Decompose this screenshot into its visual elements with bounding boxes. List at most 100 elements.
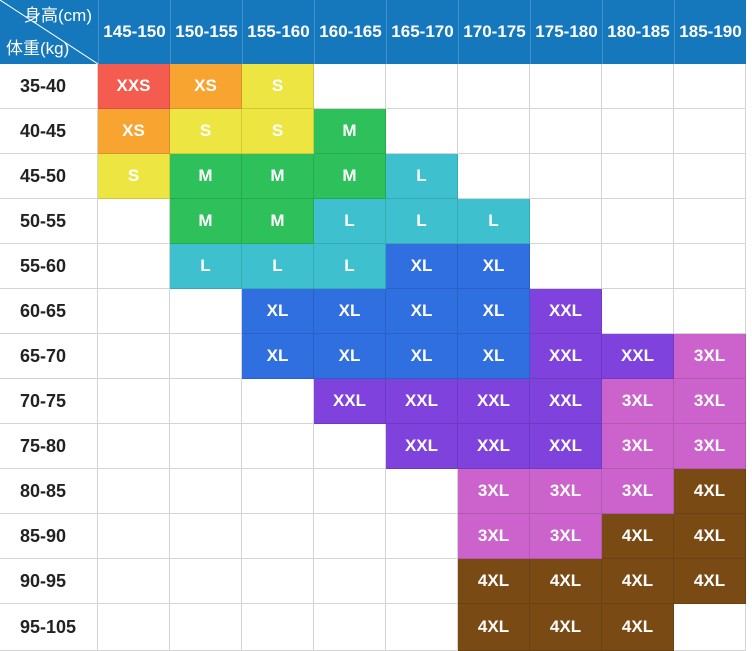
empty-cell: [602, 109, 674, 154]
size-cell: XL: [458, 244, 530, 289]
size-cell: M: [242, 199, 314, 244]
empty-cell: [242, 469, 314, 514]
size-cell: XXL: [602, 334, 674, 379]
weight-row-label: 75-80: [0, 424, 98, 469]
size-cell: 4XL: [674, 469, 746, 514]
empty-cell: [674, 604, 746, 651]
empty-cell: [386, 559, 458, 604]
diagonal-divider: [0, 0, 98, 64]
height-column-header: 155-160: [242, 0, 314, 64]
height-column-header: 150-155: [170, 0, 242, 64]
size-cell: L: [386, 199, 458, 244]
size-cell: XXL: [458, 379, 530, 424]
size-cell: M: [170, 199, 242, 244]
weight-row-label: 80-85: [0, 469, 98, 514]
empty-cell: [674, 109, 746, 154]
weight-row-label: 45-50: [0, 154, 98, 199]
size-cell: L: [314, 244, 386, 289]
empty-cell: [530, 109, 602, 154]
size-cell: 4XL: [458, 559, 530, 604]
weight-row-label: 70-75: [0, 379, 98, 424]
corner-header: 身高(cm) 体重(kg): [0, 0, 98, 64]
empty-cell: [170, 334, 242, 379]
empty-cell: [674, 64, 746, 109]
empty-cell: [458, 109, 530, 154]
empty-cell: [314, 514, 386, 559]
empty-cell: [602, 199, 674, 244]
empty-cell: [602, 289, 674, 334]
empty-cell: [98, 424, 170, 469]
size-cell: 4XL: [674, 559, 746, 604]
size-cell: 3XL: [530, 514, 602, 559]
height-axis-label: 身高(cm): [24, 6, 92, 25]
size-cell: 4XL: [602, 514, 674, 559]
empty-cell: [242, 559, 314, 604]
height-column-header: 175-180: [530, 0, 602, 64]
size-cell: L: [170, 244, 242, 289]
size-cell: M: [170, 154, 242, 199]
empty-cell: [98, 604, 170, 651]
weight-row-label: 35-40: [0, 64, 98, 109]
size-cell: S: [242, 109, 314, 154]
size-cell: L: [458, 199, 530, 244]
empty-cell: [170, 604, 242, 651]
size-cell: XXL: [314, 379, 386, 424]
size-cell: 4XL: [674, 514, 746, 559]
weight-row-label: 50-55: [0, 199, 98, 244]
empty-cell: [602, 244, 674, 289]
empty-cell: [674, 154, 746, 199]
empty-cell: [98, 379, 170, 424]
weight-row-label: 85-90: [0, 514, 98, 559]
size-cell: L: [386, 154, 458, 199]
empty-cell: [314, 559, 386, 604]
empty-cell: [602, 154, 674, 199]
height-column-header: 160-165: [314, 0, 386, 64]
size-cell: L: [314, 199, 386, 244]
empty-cell: [98, 469, 170, 514]
size-cell: 4XL: [530, 559, 602, 604]
empty-cell: [170, 379, 242, 424]
size-cell: XL: [314, 289, 386, 334]
size-cell: 3XL: [458, 469, 530, 514]
height-column-header: 165-170: [386, 0, 458, 64]
size-cell: M: [314, 154, 386, 199]
size-cell: XXS: [98, 64, 170, 109]
size-cell: XXL: [530, 424, 602, 469]
size-cell: XL: [314, 334, 386, 379]
empty-cell: [386, 469, 458, 514]
size-cell: 3XL: [602, 424, 674, 469]
empty-cell: [386, 604, 458, 651]
size-cell: M: [242, 154, 314, 199]
size-cell: XL: [458, 334, 530, 379]
height-column-header: 145-150: [98, 0, 170, 64]
height-column-header: 185-190: [674, 0, 746, 64]
empty-cell: [530, 244, 602, 289]
size-cell: S: [98, 154, 170, 199]
size-cell: XXL: [386, 379, 458, 424]
size-cell: XS: [98, 109, 170, 154]
weight-row-label: 65-70: [0, 334, 98, 379]
empty-cell: [530, 199, 602, 244]
empty-cell: [458, 154, 530, 199]
size-cell: XXL: [530, 379, 602, 424]
size-cell: XXL: [530, 289, 602, 334]
empty-cell: [242, 604, 314, 651]
size-cell: XL: [386, 289, 458, 334]
empty-cell: [98, 289, 170, 334]
size-cell: 3XL: [602, 469, 674, 514]
empty-cell: [170, 559, 242, 604]
empty-cell: [242, 424, 314, 469]
size-cell: XXL: [386, 424, 458, 469]
empty-cell: [314, 64, 386, 109]
size-cell: XL: [242, 289, 314, 334]
size-cell: 3XL: [530, 469, 602, 514]
size-cell: XL: [458, 289, 530, 334]
weight-row-label: 60-65: [0, 289, 98, 334]
empty-cell: [314, 604, 386, 651]
empty-cell: [530, 64, 602, 109]
empty-cell: [98, 244, 170, 289]
empty-cell: [170, 424, 242, 469]
empty-cell: [170, 514, 242, 559]
size-cell: 3XL: [602, 379, 674, 424]
height-column-header: 180-185: [602, 0, 674, 64]
